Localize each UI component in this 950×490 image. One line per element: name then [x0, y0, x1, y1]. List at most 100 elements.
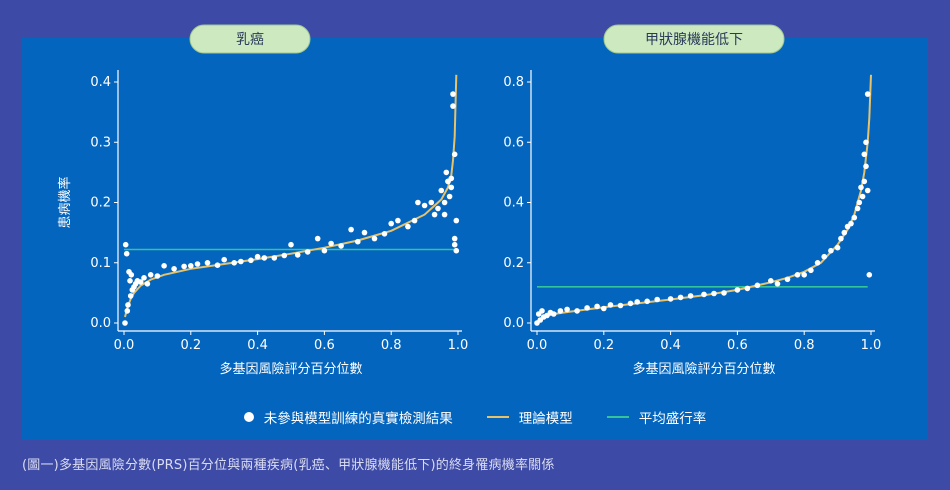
- data-point: [634, 299, 640, 305]
- data-point: [607, 302, 614, 308]
- data-point: [328, 240, 334, 247]
- data-point: [453, 217, 460, 224]
- x-tick-label: 0.6: [727, 338, 748, 353]
- data-point: [744, 285, 751, 292]
- data-point: [181, 263, 187, 270]
- data-point: [451, 241, 458, 248]
- data-point: [644, 298, 650, 305]
- y-tick-label: 0.0: [503, 316, 524, 331]
- data-point: [128, 272, 135, 278]
- data-point: [584, 305, 590, 311]
- data-point: [801, 272, 807, 278]
- legend: 未參與模型訓練的真實檢測結果 理論模型 平均盛行率: [0, 406, 950, 428]
- legend-mean-label: 平均盛行率: [638, 411, 707, 427]
- x-tick-label: 0.2: [180, 338, 201, 353]
- x-tick-label: 0.2: [593, 338, 614, 353]
- data-point: [238, 258, 244, 265]
- data-point: [441, 211, 448, 218]
- figure-caption: (圖一)多基因風險分數(PRS)百分位與兩種疾病(乳癌、甲狀腺機能低下)的終身罹…: [22, 458, 555, 473]
- data-point: [866, 272, 873, 278]
- x-tick-label: 0.0: [527, 338, 548, 353]
- x-tick-label: 1.0: [448, 338, 469, 353]
- x-tick-label: 0.8: [381, 338, 402, 353]
- data-point: [304, 249, 311, 255]
- data-point: [204, 260, 211, 266]
- data-point: [821, 253, 827, 260]
- data-point: [271, 255, 278, 261]
- data-point: [294, 252, 301, 258]
- data-point: [861, 178, 868, 185]
- data-point: [768, 278, 774, 284]
- x-axis-title: 多基因風險評分百分位數: [632, 361, 775, 377]
- data-point: [784, 276, 791, 283]
- chart-title-pill-bg: [189, 24, 311, 54]
- chart-title-pill-bg: [603, 24, 785, 54]
- legend-points: 未參與模型訓練的真實檢測結果: [243, 407, 453, 427]
- data-point: [321, 247, 328, 254]
- y-axis-title: 患病機率: [57, 176, 73, 228]
- data-point: [171, 266, 177, 272]
- data-point: [431, 211, 438, 218]
- data-point: [438, 187, 445, 194]
- chart-title: 乳癌: [236, 32, 264, 48]
- data-point: [863, 163, 869, 170]
- hypothyroidism-chart: 甲狀腺機能低下 0.0 0.2 0.4 0.6 0.8 0.0 0.2 0.4 0.6 0.8 1.0…: [503, 24, 882, 377]
- legend-mean-line-icon: [606, 416, 629, 418]
- data-point: [415, 199, 421, 206]
- data-point: [314, 235, 321, 242]
- data-point: [395, 217, 401, 224]
- legend-points-label: 未參與模型訓練的真實檢測結果: [263, 411, 453, 427]
- x-tick-label: 0.0: [114, 338, 135, 353]
- data-point: [124, 308, 131, 314]
- y-tick-label: 0.1: [90, 256, 111, 271]
- data-point: [281, 252, 288, 259]
- data-point: [381, 231, 388, 237]
- data-point: [338, 243, 344, 249]
- data-point: [848, 220, 854, 227]
- y-tick-label: 0.4: [503, 196, 524, 211]
- x-axis-title: 多基因風險評分百分位數: [219, 361, 362, 377]
- data-point: [550, 311, 557, 317]
- data-point: [594, 303, 600, 310]
- y-tick-label: 0.4: [90, 75, 111, 90]
- data-point: [711, 290, 717, 297]
- data-point: [667, 296, 674, 302]
- data-point: [428, 199, 435, 206]
- x-tick-label: 0.4: [660, 338, 681, 353]
- y-tick-label: 0.3: [90, 135, 111, 150]
- data-point: [864, 187, 871, 194]
- data-point: [122, 241, 129, 248]
- data-point: [687, 293, 694, 299]
- data-point: [445, 178, 451, 185]
- data-point: [435, 205, 441, 212]
- data-point: [127, 278, 133, 284]
- y-tick-label: 0.2: [90, 196, 111, 211]
- y-tick-label: 0.6: [503, 135, 524, 150]
- chart-title-pill: 甲狀腺機能低下: [603, 24, 785, 54]
- data-point: [701, 291, 707, 298]
- x-tick-label: 0.8: [794, 338, 815, 353]
- data-point: [539, 308, 545, 314]
- legend-model-line-icon: [486, 416, 509, 418]
- data-point: [564, 306, 570, 313]
- data-point: [859, 193, 866, 200]
- data-point: [123, 250, 130, 257]
- y-tick-label: 0.8: [503, 75, 524, 90]
- data-point: [856, 199, 863, 206]
- data-point: [851, 214, 858, 221]
- data-point: [125, 302, 131, 308]
- data-point: [861, 151, 868, 158]
- data-point: [441, 199, 448, 206]
- data-point: [854, 205, 861, 212]
- data-point: [451, 151, 458, 158]
- legend-mean: 平均盛行率: [606, 407, 707, 427]
- data-point: [147, 272, 154, 278]
- legend-model-label: 理論模型: [518, 411, 573, 427]
- data-point: [828, 247, 834, 254]
- data-point: [421, 202, 428, 209]
- data-point: [557, 308, 564, 314]
- x-tick-label: 1.0: [861, 338, 882, 353]
- data-point: [677, 294, 684, 301]
- data-point: [601, 305, 607, 312]
